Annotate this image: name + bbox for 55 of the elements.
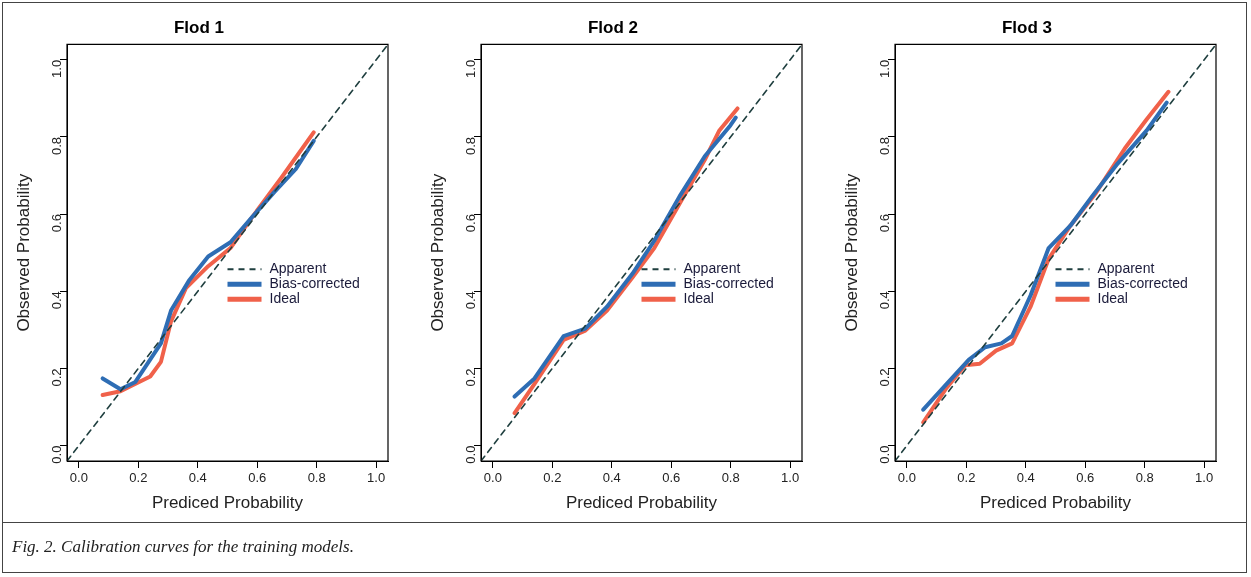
x-tick-label: 0.4 — [602, 470, 621, 486]
x-tick-label: 0.2 — [543, 470, 562, 486]
x-tick-label: 0.2 — [957, 470, 976, 486]
legend-label: Ideal — [269, 290, 300, 307]
y-tick-label: 0.2 — [876, 368, 892, 387]
legend-label: Bias-corrected — [1097, 275, 1188, 292]
legend-label: Apparent — [269, 260, 327, 277]
y-tick-label: 0.2 — [48, 368, 64, 387]
y-tick-label: 0.6 — [876, 214, 892, 233]
legend-label: Apparent — [683, 260, 741, 277]
y-axis-title: Observed Probability — [13, 173, 33, 332]
legend-label: Bias-corrected — [269, 275, 360, 292]
x-tick-label: 1.0 — [1195, 470, 1214, 486]
y-tick-label: 0.0 — [462, 445, 478, 464]
y-tick-label: 0.4 — [876, 291, 892, 310]
x-tick-label: 0.6 — [248, 470, 267, 486]
x-tick-label: 0.4 — [188, 470, 207, 486]
y-tick-label: 0.6 — [462, 214, 478, 233]
x-tick-label: 0.6 — [662, 470, 681, 486]
y-tick-label: 0.0 — [876, 445, 892, 464]
chart-title: Flod 2 — [587, 17, 639, 37]
y-tick-label: 1.0 — [48, 59, 64, 78]
chart-title: Flod 3 — [1001, 17, 1053, 37]
x-axis-title: Prediced Probability — [565, 493, 718, 513]
y-tick-label: 0.6 — [48, 214, 64, 233]
legend-label: Bias-corrected — [683, 275, 774, 292]
x-tick-label: 0.8 — [721, 470, 740, 486]
chart-title: Flod 1 — [173, 17, 225, 37]
x-tick-label: 0.2 — [129, 470, 148, 486]
x-tick-label: 0.4 — [1016, 470, 1035, 486]
x-tick-label: 0.8 — [1135, 470, 1154, 486]
y-tick-label: 0.4 — [48, 291, 64, 310]
y-tick-label: 0.8 — [462, 136, 478, 156]
y-tick-label: 1.0 — [462, 59, 478, 78]
x-tick-label: 0.6 — [1076, 470, 1095, 486]
legend-label: Ideal — [1097, 290, 1128, 307]
x-tick-label: 0.0 — [483, 470, 502, 486]
y-tick-label: 0.4 — [462, 291, 478, 310]
y-tick-label: 0.8 — [48, 136, 64, 156]
y-tick-label: 0.8 — [876, 136, 892, 156]
y-tick-label: 0.2 — [462, 368, 478, 387]
x-tick-label: 1.0 — [367, 470, 386, 486]
x-tick-label: 0.8 — [307, 470, 326, 486]
caption: Fig. 2. Calibration curves for the training models. — [12, 537, 354, 557]
x-axis-title: Prediced Probability — [151, 493, 304, 513]
legend-label: Apparent — [1097, 260, 1155, 277]
y-tick-label: 1.0 — [876, 59, 892, 78]
x-axis-title: Prediced Probability — [979, 493, 1132, 513]
y-tick-label: 0.0 — [48, 445, 64, 464]
y-axis-title: Observed Probability — [841, 173, 861, 332]
x-tick-label: 0.0 — [897, 470, 916, 486]
legend-label: Ideal — [683, 290, 714, 307]
y-axis-title: Observed Probability — [427, 173, 447, 332]
x-tick-label: 0.0 — [69, 470, 88, 486]
x-tick-label: 1.0 — [781, 470, 800, 486]
